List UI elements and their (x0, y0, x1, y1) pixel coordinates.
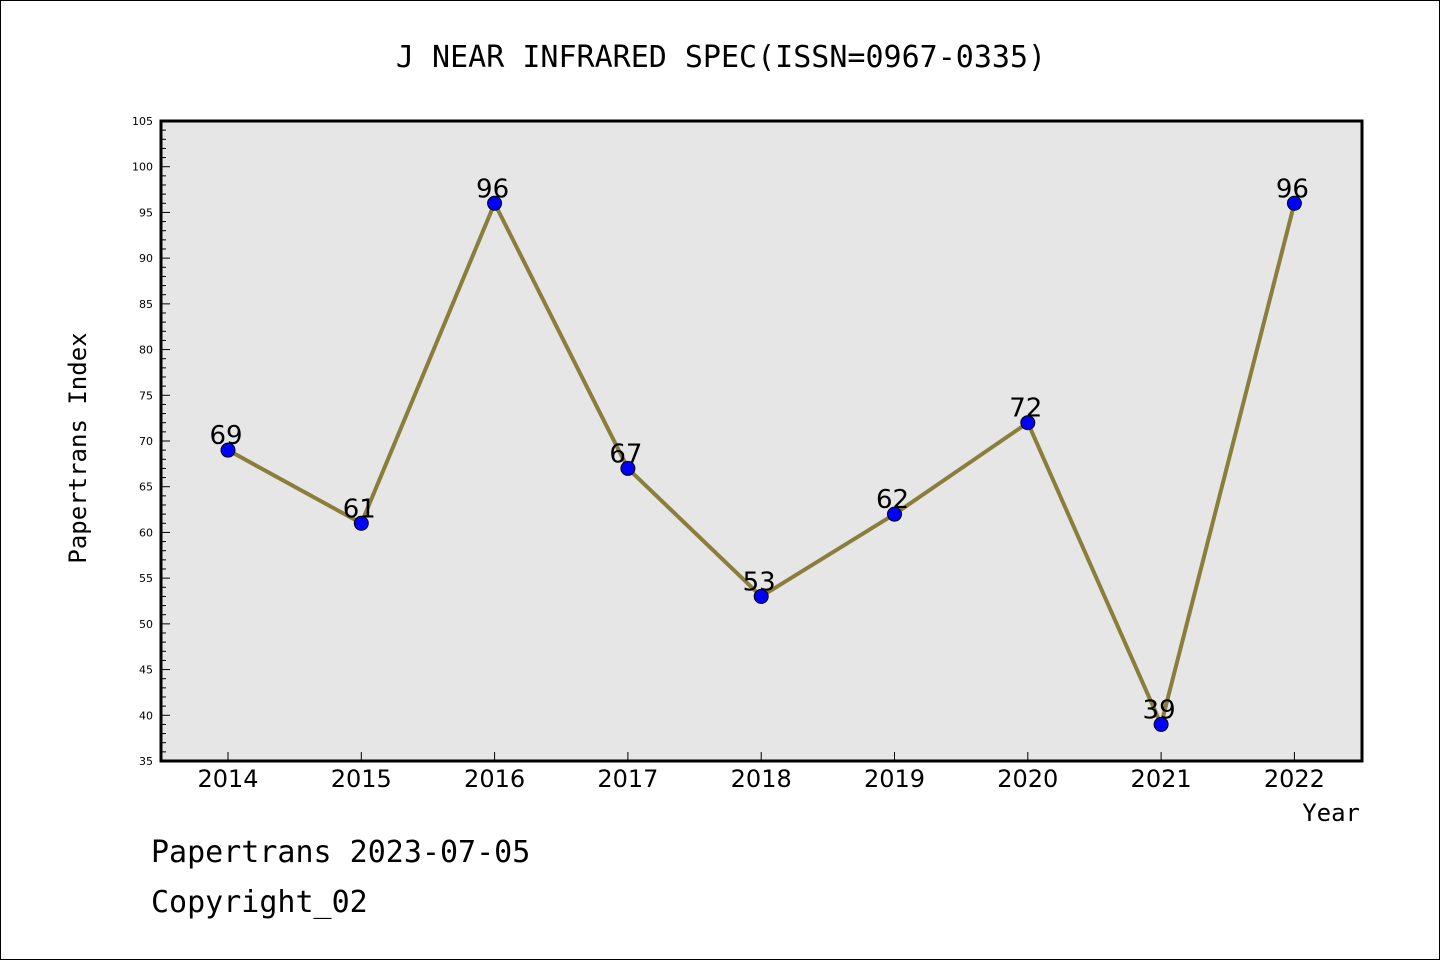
y-tick-label: 95 (139, 206, 153, 219)
markers-group (220, 195, 1302, 732)
y-tick-label: 100 (132, 161, 153, 174)
x-axis-label: Year (1302, 799, 1360, 827)
data-label: 39 (1143, 695, 1176, 725)
data-point (1020, 415, 1036, 431)
x-tick-label: 2019 (864, 765, 925, 793)
data-label: 96 (1276, 174, 1309, 204)
data-label: 69 (209, 421, 242, 451)
data-point (1286, 195, 1302, 211)
data-label: 62 (876, 485, 909, 515)
y-tick-label: 40 (139, 709, 153, 722)
footer-copyright: Copyright_02 (151, 885, 368, 920)
y-tick-label: 90 (139, 252, 153, 265)
x-tick-label: 2022 (1264, 765, 1325, 793)
y-tick-label: 85 (139, 298, 153, 311)
data-label: 53 (743, 567, 776, 597)
y-tick-label: 75 (139, 389, 153, 402)
y-axis: 35 40 45 50 55 60 65 70 75 80 85 90 95 100 105 (132, 115, 170, 768)
y-tick-label: 45 (139, 664, 153, 677)
y-tick-label: 80 (139, 344, 153, 357)
y-tick-label: 70 (139, 435, 153, 448)
data-point (220, 442, 236, 458)
data-point (753, 588, 769, 604)
data-label: 72 (1009, 394, 1042, 424)
x-tick-label: 2014 (197, 765, 258, 793)
y-tick-label: 105 (132, 115, 153, 128)
y-tick-label: 60 (139, 526, 153, 539)
y-tick-label: 55 (139, 572, 153, 585)
x-tick-label: 2017 (597, 765, 658, 793)
data-point (887, 506, 902, 522)
chart-title: J NEAR INFRARED SPEC(ISSN=0967-0335) (396, 40, 1046, 75)
x-tick-label: 2020 (997, 765, 1058, 793)
x-tick-label: 2015 (331, 765, 392, 793)
data-label: 96 (476, 174, 509, 204)
data-point (620, 460, 636, 476)
x-axis: 2014 2015 2016 2017 2018 2019 2020 2021 2022 (197, 752, 1325, 793)
y-tick-label: 65 (139, 481, 153, 494)
data-point (1153, 716, 1169, 732)
x-tick-label: 2016 (464, 765, 525, 793)
plot-area (159, 119, 1364, 763)
y-tick-label: 50 (139, 618, 153, 631)
x-tick-label: 2021 (1131, 765, 1192, 793)
y-axis-label: Papertrans Index (64, 332, 92, 563)
data-label: 67 (609, 439, 642, 469)
y-tick-label: 35 (139, 755, 153, 768)
data-labels-group: 69 61 96 67 53 62 72 39 96 (209, 174, 1308, 725)
data-label: 61 (343, 494, 376, 524)
data-point (487, 195, 503, 211)
x-tick-label: 2018 (731, 765, 792, 793)
footer-date: Papertrans 2023-07-05 (151, 835, 531, 870)
data-point (353, 515, 369, 531)
